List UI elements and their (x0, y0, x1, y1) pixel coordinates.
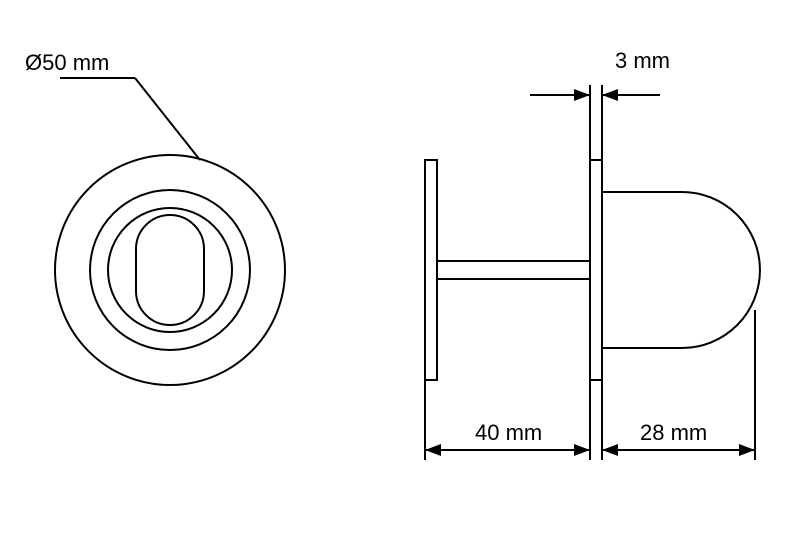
dim-3-label: 3 mm (615, 48, 670, 73)
dim-40-label: 40 mm (475, 420, 542, 445)
dim-diameter-label: Ø50 mm (25, 50, 109, 75)
plate-left (425, 160, 437, 380)
front-view (55, 155, 285, 385)
dim-28-label: 28 mm (640, 420, 707, 445)
shaft (437, 261, 590, 279)
dimension-annotations: Ø50 mm 40 mm 28 mm 3 mm (25, 48, 755, 460)
technical-drawing: Ø50 mm 40 mm 28 mm 3 mm (0, 0, 800, 543)
side-view (425, 160, 760, 380)
center-oval (136, 215, 204, 325)
inner-circle (108, 208, 232, 332)
plate-right (590, 160, 602, 380)
knob-outline (602, 192, 760, 348)
